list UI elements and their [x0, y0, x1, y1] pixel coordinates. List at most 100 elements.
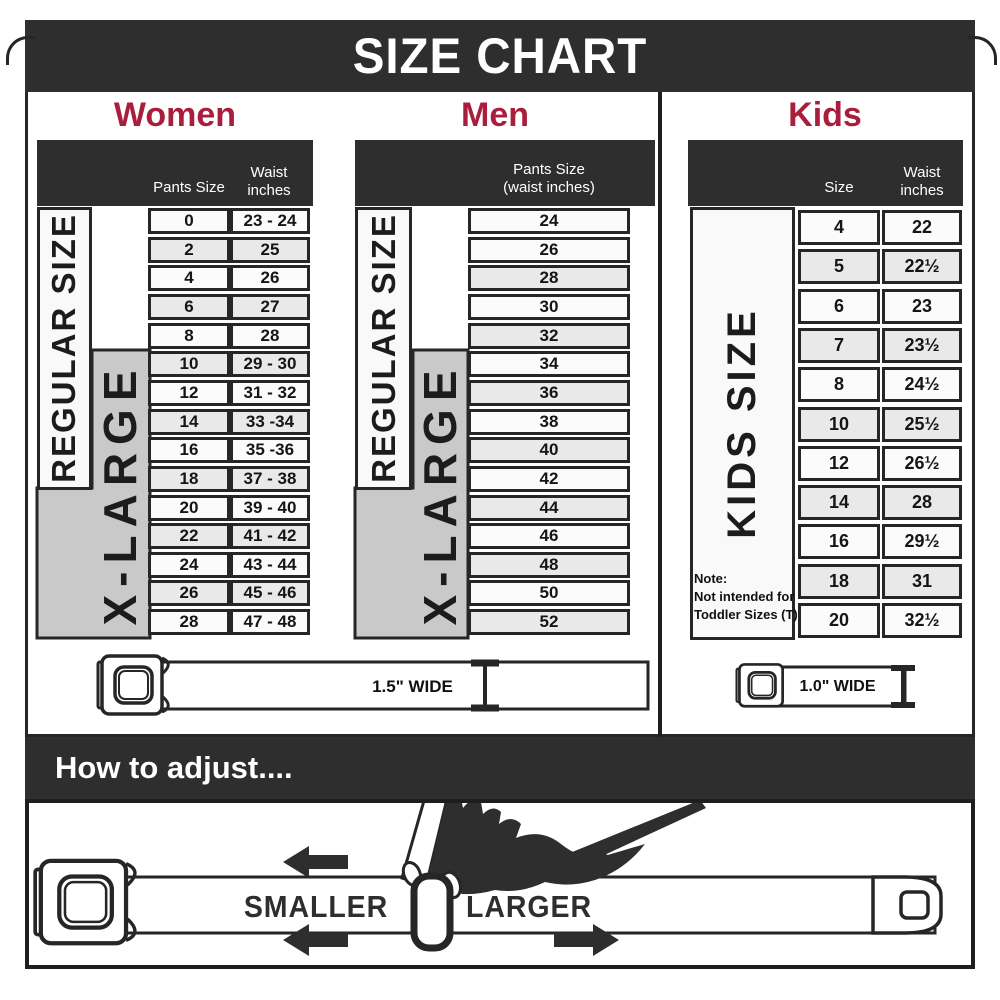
women-table-cell: 26 — [230, 265, 310, 291]
kids-table-cell: 6 — [798, 289, 880, 324]
larger-label: LARGER — [466, 889, 592, 924]
kids-table-cell: 28 — [882, 485, 962, 520]
women-table-cell: 26 — [148, 580, 230, 606]
women-table-cell: 4 — [148, 265, 230, 291]
kids-divider — [658, 92, 662, 737]
kids-label-box — [690, 207, 795, 640]
women-table-cell: 28 — [230, 323, 310, 349]
women-table-cell: 41 - 42 — [230, 523, 310, 549]
kids-table-cell: 8 — [798, 367, 880, 402]
women-table-header: Pants Size Waist inches — [37, 140, 313, 206]
width-marker-icon — [891, 665, 915, 708]
adjust-belt-illustration — [33, 789, 943, 956]
belt-tail-line — [560, 800, 706, 869]
women-table-cell: 28 — [148, 609, 230, 635]
kids-table-cell: 10 — [798, 407, 880, 442]
kids-table-cell: 23½ — [882, 328, 962, 363]
kids-table-cell: 25½ — [882, 407, 962, 442]
adjust-box — [25, 799, 975, 969]
women-table-cell: 10 — [148, 351, 230, 377]
women-table-cell: 25 — [230, 237, 310, 263]
men-table-cell: 42 — [468, 466, 630, 492]
women-table-cell: 43 - 44 — [230, 552, 310, 578]
women-title: Women — [113, 96, 237, 134]
women-table-cell: 0 — [148, 208, 230, 234]
width-marker-icon — [471, 659, 499, 712]
men-table-cell: 32 — [468, 323, 630, 349]
adjust-banner: How to adjust.... — [25, 737, 975, 799]
kids-table-cell: 22½ — [882, 249, 962, 284]
women-col1-header: Pants Size — [153, 179, 225, 197]
men-table-header: Pants Size (waist inches) — [355, 140, 655, 206]
kids-table-cell: 7 — [798, 328, 880, 363]
belt-tip-window — [899, 890, 930, 920]
women-xlarge-label: X-LARGE — [94, 362, 146, 626]
seatbelt-buckle-icon — [735, 663, 785, 708]
kids-table-cell: 29½ — [882, 524, 962, 559]
women-regular-label: REGULAR SIZE — [45, 213, 82, 483]
women-table-cell: 31 - 32 — [230, 380, 310, 406]
kids-table-cell: 31 — [882, 564, 962, 599]
men-xlarge-label: X-LARGE — [414, 362, 466, 626]
men-table-cell: 44 — [468, 495, 630, 521]
men-col-header: Pants Size (waist inches) — [503, 160, 595, 197]
men-regular-label: REGULAR SIZE — [365, 213, 402, 483]
page-title: SIZE CHART — [352, 28, 648, 84]
men-regular-box — [355, 207, 412, 490]
women-table-cell: 16 — [148, 437, 230, 463]
seatbelt-buckle-icon — [96, 654, 170, 716]
smaller-label: SMALLER — [243, 889, 389, 924]
men-table-cell: 24 — [468, 208, 630, 234]
kids-table-cell: 18 — [798, 564, 880, 599]
men-table-cell: 48 — [468, 552, 630, 578]
kids-table-cell: 4 — [798, 210, 880, 245]
frame-corner-right — [968, 36, 997, 65]
women-table-cell: 6 — [148, 294, 230, 320]
women-table-cell: 29 - 30 — [230, 351, 310, 377]
men-table-cell: 26 — [468, 237, 630, 263]
top-banner: SIZE CHART — [25, 20, 975, 92]
seatbelt-buckle-icon — [33, 858, 137, 946]
women-col2-header: Waist inches — [247, 163, 291, 200]
women-table-cell: 22 — [148, 523, 230, 549]
kids-table-cell: 23 — [882, 289, 962, 324]
women-table-cell: 47 - 48 — [230, 609, 310, 635]
women-table-cell: 12 — [148, 380, 230, 406]
kids-note: Note: Not intended for Toddler Sizes (T) — [694, 571, 798, 623]
men-table-cell: 38 — [468, 409, 630, 435]
women-table-cell: 2 — [148, 237, 230, 263]
women-table-cell: 45 - 46 — [230, 580, 310, 606]
men-table-cell: 34 — [468, 351, 630, 377]
kids-table-cell: 14 — [798, 485, 880, 520]
women-table-cell: 33 -34 — [230, 409, 310, 435]
women-table-cell: 39 - 40 — [230, 495, 310, 521]
men-xlarge-band — [353, 348, 470, 640]
men-table-cell: 28 — [468, 265, 630, 291]
arrow-left-icon — [283, 846, 348, 878]
frame-corner-left — [6, 36, 35, 65]
women-table-cell: 20 — [148, 495, 230, 521]
women-table-cell: 8 — [148, 323, 230, 349]
women-table-cell: 24 — [148, 552, 230, 578]
men-title: Men — [461, 96, 529, 134]
adult-belt-illustration — [96, 654, 650, 716]
men-table-cell: 46 — [468, 523, 630, 549]
men-table-cell: 36 — [468, 380, 630, 406]
women-table-cell: 23 - 24 — [230, 208, 310, 234]
kids-table-cell: 16 — [798, 524, 880, 559]
kids-size-label: KIDS SIZE — [719, 307, 764, 539]
adult-belt-width-label: 1.5" WIDE — [372, 677, 453, 696]
content-box — [25, 92, 975, 737]
kids-table-cell: 24½ — [882, 367, 962, 402]
women-table-cell: 35 -36 — [230, 437, 310, 463]
men-table-cell: 30 — [468, 294, 630, 320]
kids-table-cell: 20 — [798, 603, 880, 638]
kids-col2-header: Waist inches — [900, 163, 944, 200]
women-table-cell: 27 — [230, 294, 310, 320]
women-table-cell: 37 - 38 — [230, 466, 310, 492]
men-table-cell: 50 — [468, 580, 630, 606]
slider-icon — [410, 872, 454, 952]
adjust-heading: How to adjust.... — [55, 750, 293, 785]
kids-title: Kids — [788, 96, 862, 134]
